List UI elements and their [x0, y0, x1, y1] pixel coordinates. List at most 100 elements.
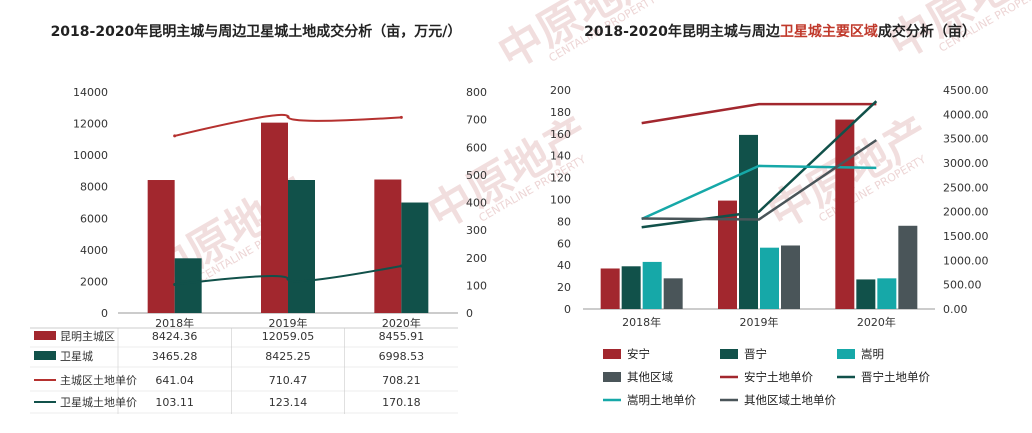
- bar-卫星城: [401, 202, 429, 313]
- right-y-tick-label: 1500.00: [943, 230, 989, 243]
- right-y-tick-label: 500: [466, 169, 487, 182]
- bar-安宁: [835, 119, 855, 309]
- left-y-tick-label: 6000: [80, 212, 108, 225]
- bar-嵩明: [642, 261, 662, 309]
- right-y-tick-label: 4000.00: [943, 108, 989, 121]
- left-y-tick-label: 200: [550, 84, 571, 97]
- table-cell: 6998.53: [379, 350, 425, 363]
- right-y-tick-label: 700: [466, 114, 487, 127]
- right-y-tick-label: 3000.00: [943, 157, 989, 170]
- x-tick-label: 2020年: [857, 315, 896, 329]
- right-y-tick-label: 400: [466, 197, 487, 210]
- bar-昆明主城区: [374, 179, 402, 313]
- left-y-tick-label: 0: [101, 307, 108, 320]
- bar-嵩明: [760, 247, 779, 309]
- left-y-tick-label: 140: [550, 150, 571, 163]
- left-y-tick-label: 160: [550, 128, 571, 141]
- table-cell: 641.04: [155, 374, 194, 387]
- table-cell: 710.47: [269, 374, 308, 387]
- table-cell: 170.18: [382, 396, 421, 409]
- table-row-label: 主城区土地单价: [60, 374, 137, 387]
- right-chart-title: 2018-2020年昆明主城与周边卫星城主要区域成交分析（亩）: [584, 23, 976, 40]
- right-y-tick-label: 4500.00: [943, 84, 989, 97]
- right-y-tick-label: 2500.00: [943, 181, 989, 194]
- point-主城区土地单价: [286, 115, 290, 119]
- right-y-tick-label: 1000.00: [943, 254, 989, 267]
- legend-swatch: [837, 349, 855, 359]
- point-主城区土地单价: [399, 115, 403, 119]
- bar-卫星城: [174, 258, 202, 313]
- table-row-label: 卫星城: [60, 350, 93, 363]
- left-y-tick-label: 40: [557, 259, 571, 272]
- legend-label: 嵩明: [861, 347, 884, 361]
- right-title-part-3: 成交分析（亩）: [878, 23, 976, 40]
- left-y-tick-label: 8000: [80, 181, 108, 194]
- legend-label: 嵩明土地单价: [627, 393, 696, 407]
- right-title-part-1: 2018-2020年昆明主城与周边: [584, 23, 781, 40]
- left-chart: 0 2000 4000 6000 8000 10000 12000 14000 0 100 200 3…: [30, 86, 487, 414]
- left-y-tick-label: 60: [557, 237, 571, 250]
- point-主城区土地单价: [173, 134, 177, 138]
- bar-其他区域: [898, 225, 918, 309]
- right-title-highlight: 卫星城主要区域: [780, 23, 878, 40]
- right-y-tick-label: 100: [466, 279, 487, 292]
- right-chart: 0 20 40 60 80 100 120 140 160 180 2000.00 500.00 100…: [550, 84, 989, 407]
- table-cell: 8455.91: [379, 330, 425, 343]
- bar-晋宁: [856, 279, 876, 309]
- bar-昆明主城区: [261, 122, 288, 313]
- table-row-label: 卫星城土地单价: [60, 396, 137, 409]
- table-cell: 103.11: [155, 396, 194, 409]
- x-tick-label: 2019年: [269, 316, 308, 330]
- x-tick-label: 2020年: [382, 316, 421, 330]
- left-y-tick-label: 0: [564, 303, 571, 316]
- legend-swatch: [603, 349, 621, 359]
- table-cell: 12059.05: [262, 330, 315, 343]
- legend-label: 其他区域土地单价: [744, 393, 836, 407]
- right-y-tick-label: 500.00: [943, 279, 982, 292]
- legend-label: 晋宁: [744, 347, 767, 361]
- left-chart-title: 2018-2020年昆明主城与周边卫星城土地成交分析（亩，万元/）: [51, 23, 462, 40]
- x-tick-label: 2019年: [740, 315, 779, 329]
- legend-swatch: [720, 349, 738, 359]
- bar-嵩明: [877, 278, 897, 309]
- left-y-tick-label: 4000: [80, 244, 108, 257]
- bar-其他区域: [663, 278, 683, 309]
- point-卫星城土地单价: [399, 264, 403, 268]
- left-y-tick-label: 12000: [73, 118, 108, 131]
- left-y-tick-label: 80: [557, 215, 571, 228]
- right-y-tick-label: 300: [466, 224, 487, 237]
- bar-安宁: [600, 268, 620, 309]
- right-y-tick-label: 3500.00: [943, 133, 989, 146]
- line-安宁土地单价: [641, 102, 877, 125]
- right-y-tick-label: 0: [466, 307, 473, 320]
- left-y-tick-label: 180: [550, 106, 571, 119]
- right-y-tick-label: 2000.00: [943, 206, 989, 219]
- table-cell: 8425.25: [265, 350, 311, 363]
- legend-label: 晋宁土地单价: [861, 370, 930, 384]
- x-tick-label: 2018年: [155, 316, 194, 330]
- bar-其他区域: [781, 245, 800, 309]
- table-cell: 3465.28: [152, 350, 198, 363]
- point-卫星城土地单价: [173, 283, 177, 287]
- right-y-tick-label: 800: [466, 86, 487, 99]
- left-y-tick-label: 10000: [73, 149, 108, 162]
- bar-晋宁: [621, 266, 641, 309]
- table-row-label: 昆明主城区: [60, 330, 115, 343]
- left-y-tick-label: 120: [550, 172, 571, 185]
- line-晋宁土地单价: [641, 100, 878, 229]
- table-cell: 708.21: [382, 374, 421, 387]
- legend-label: 其他区域: [627, 370, 673, 384]
- bar-卫星城: [288, 180, 315, 313]
- right-y-tick-label: 200: [466, 252, 487, 265]
- point-卫星城土地单价: [286, 277, 290, 281]
- legend-label: 安宁: [627, 347, 650, 361]
- bar-昆明主城区: [147, 180, 175, 313]
- table-legend-swatch: [34, 331, 56, 340]
- legend-label: 安宁土地单价: [744, 370, 813, 384]
- x-tick-label: 2018年: [622, 315, 661, 329]
- bar-安宁: [718, 200, 737, 309]
- left-y-tick-label: 100: [550, 194, 571, 207]
- bar-晋宁: [739, 134, 758, 309]
- left-y-tick-label: 20: [557, 281, 571, 294]
